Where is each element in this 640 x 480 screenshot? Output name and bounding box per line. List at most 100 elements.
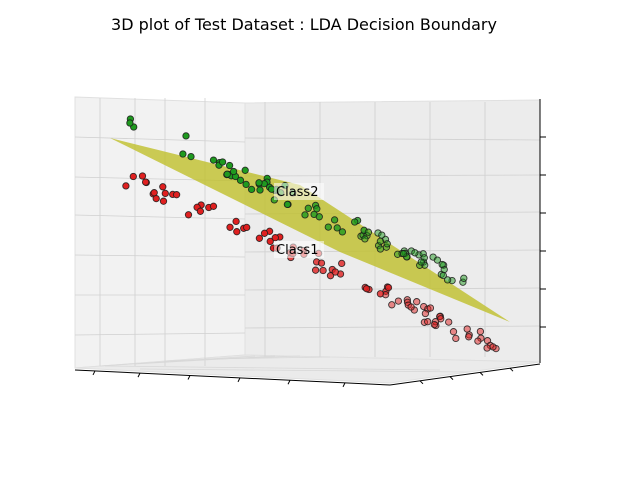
points-behind-plane (255, 227, 500, 353)
grid-line (104, 365, 441, 371)
class1-point (232, 217, 240, 226)
x-tick (137, 372, 141, 378)
class2-point (304, 204, 312, 212)
class1-point (424, 318, 432, 326)
class1-point (159, 197, 168, 205)
class1-point (388, 301, 396, 309)
class1-point (152, 194, 160, 203)
class2-point (236, 176, 245, 184)
class1-point (161, 189, 169, 198)
class1-point (430, 320, 439, 329)
class2-point (338, 228, 347, 236)
grid-line (134, 355, 276, 365)
grid-line (244, 174, 541, 177)
grid-line (99, 355, 256, 367)
class1-point (362, 285, 371, 293)
class1-point (413, 298, 421, 306)
class1-point (338, 259, 346, 268)
annotation-class2-text: Class2 (276, 185, 318, 200)
grid-line (74, 254, 246, 258)
class1-point (311, 266, 320, 274)
class2-point (376, 245, 385, 253)
class2-point (223, 170, 231, 178)
class1-point (326, 272, 335, 280)
x-tick (187, 375, 191, 380)
decision-boundary-plane (110, 138, 510, 322)
class1-point (465, 333, 473, 341)
x-axis-line (74, 369, 391, 386)
class2-point (399, 249, 408, 258)
class1-point (266, 237, 274, 246)
class1-point (421, 309, 430, 318)
class1-point (260, 229, 269, 237)
class1-point (209, 202, 218, 210)
y-tick (479, 372, 484, 376)
grid-lines (74, 98, 541, 373)
class2-point (417, 258, 425, 266)
grid-line (244, 137, 541, 141)
class2-point (209, 156, 218, 164)
class1-point (449, 328, 458, 336)
class2-point (383, 240, 391, 248)
y-axis-line (389, 363, 541, 386)
class2-point (241, 166, 249, 174)
grid-line (139, 368, 471, 373)
grid-line (244, 325, 541, 329)
class1-point (122, 182, 130, 190)
class2-point (126, 119, 134, 127)
class2-point (179, 150, 187, 158)
class1-point (271, 234, 279, 242)
class1-point (184, 211, 193, 219)
class2-point (313, 205, 321, 213)
class2-point (187, 152, 195, 161)
y-tick (509, 367, 514, 372)
class2-point (301, 211, 309, 219)
class1-point (463, 325, 471, 333)
chart-title: 3D plot of Test Dataset : LDA Decision B… (111, 15, 497, 34)
class2-point (376, 237, 385, 245)
grid-line (74, 136, 246, 143)
axis-lines (74, 99, 541, 386)
class2-point (255, 179, 263, 187)
class2-point (225, 161, 234, 170)
class2-point (283, 200, 292, 209)
class2-point (330, 216, 339, 224)
class2-point (439, 271, 447, 280)
x-tick (237, 377, 241, 383)
class1-point (138, 172, 147, 180)
class2-point (378, 231, 386, 239)
y-tick (419, 380, 424, 385)
class2-point (433, 256, 442, 264)
class1-point (172, 191, 181, 199)
class1-point (226, 223, 234, 231)
class2-point (229, 167, 238, 176)
class1-point (233, 228, 241, 236)
class1-point (394, 297, 403, 305)
class2-point (267, 185, 276, 193)
class1-point (376, 290, 385, 298)
class2-point (324, 223, 332, 231)
annotation-class1-text: Class1 (276, 243, 318, 258)
class2-point (361, 235, 369, 243)
x-tick (92, 370, 96, 376)
class1-point (196, 207, 205, 215)
class2-point (256, 186, 264, 194)
class1-point (476, 327, 485, 336)
class1-point (445, 318, 453, 326)
class2-point (364, 228, 373, 236)
class1-point (331, 268, 339, 276)
class1-point (452, 334, 460, 343)
class1-point (437, 315, 445, 323)
class1-point (141, 178, 150, 186)
class2-point (218, 158, 227, 166)
annotation-class2: Class2 (274, 183, 324, 200)
class2-point (460, 274, 468, 282)
y-tick (449, 376, 454, 380)
class2-point (247, 185, 256, 194)
class1-point (319, 266, 327, 275)
class2-point (333, 224, 341, 232)
class1-point (426, 304, 435, 312)
class2-point (315, 213, 323, 221)
class1-point (407, 303, 415, 311)
